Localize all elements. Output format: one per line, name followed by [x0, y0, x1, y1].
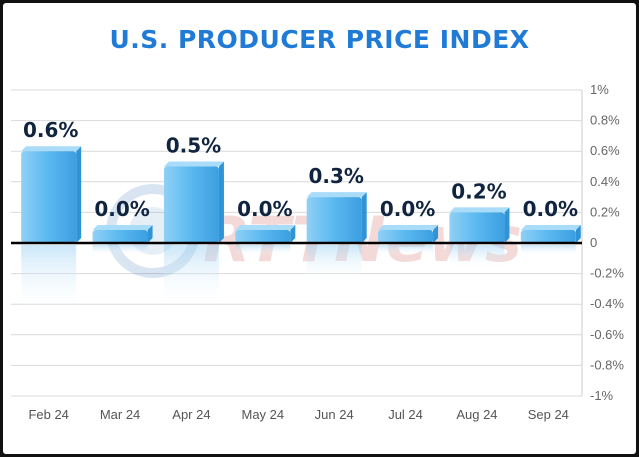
bar — [378, 225, 439, 256]
bar-front — [520, 230, 576, 243]
y-tick-label: -0.8% — [590, 357, 624, 372]
chart-title: U.S. PRODUCER PRICE INDEX — [109, 25, 530, 54]
bar-front — [21, 151, 77, 243]
bar — [235, 225, 296, 256]
bar-side — [504, 207, 510, 243]
bar-top — [449, 207, 510, 213]
bar-front — [92, 230, 148, 243]
bar-top — [163, 161, 224, 167]
y-tick-label: 0.6% — [590, 143, 620, 158]
bar-side — [361, 192, 367, 243]
bar-front — [163, 166, 219, 243]
bar-top — [378, 225, 439, 230]
y-tick-label: -0.6% — [590, 327, 624, 342]
data-label: 0.0% — [94, 197, 149, 221]
bar-side — [147, 225, 153, 243]
data-label: 0.0% — [380, 197, 435, 221]
x-tick-label: Feb 24 — [28, 407, 68, 422]
chart-frame: U.S. PRODUCER PRICE INDEX RTTNews 0.6%0.… — [3, 3, 636, 454]
bar-reflection — [306, 245, 362, 282]
bar — [21, 146, 82, 315]
bar-reflection — [92, 245, 148, 256]
y-tick-label: 1% — [590, 82, 609, 97]
bar-top — [92, 225, 153, 230]
x-tick-label: Mar 24 — [100, 407, 140, 422]
y-tick-label: 0 — [590, 235, 597, 250]
data-label: 0.0% — [237, 197, 292, 221]
bar-side — [76, 146, 82, 243]
bar-side — [575, 225, 581, 243]
x-tick-label: May 24 — [241, 407, 284, 422]
x-tick-label: Jul 24 — [388, 407, 423, 422]
bar-front — [306, 197, 362, 243]
bar-side — [433, 225, 439, 243]
y-tick-label: -0.2% — [590, 266, 624, 281]
bar-top — [235, 225, 296, 230]
bar-reflection — [163, 245, 219, 307]
bar-top — [306, 192, 367, 198]
bar-reflection — [449, 245, 505, 270]
y-tick-label: 0.4% — [590, 174, 620, 189]
y-tick-label: -1% — [590, 388, 614, 403]
data-label: 0.0% — [523, 197, 578, 221]
data-label: 0.6% — [23, 118, 78, 142]
x-tick-label: Aug 24 — [456, 407, 497, 422]
bar-front — [378, 230, 434, 243]
data-label: 0.3% — [308, 164, 363, 188]
x-tick-label: Jun 24 — [315, 407, 354, 422]
bar — [92, 225, 153, 256]
bar-top — [21, 146, 82, 152]
data-label: 0.2% — [451, 179, 506, 203]
bar-reflection — [520, 245, 576, 256]
x-tick-label: Sep 24 — [528, 407, 569, 422]
bar — [449, 207, 510, 270]
bar-chart: RTTNews 0.6%0.0%0.5%0.0%0.3%0.0%0.2%0.0%… — [11, 82, 624, 422]
y-tick-label: 0.2% — [590, 204, 620, 219]
bar-reflection — [235, 245, 291, 256]
y-tick-label: 0.8% — [590, 113, 620, 128]
bar — [163, 161, 224, 307]
bar-front — [235, 230, 291, 243]
bar-top — [520, 225, 581, 230]
data-label: 0.5% — [166, 134, 221, 158]
y-tick-label: -0.4% — [590, 296, 624, 311]
bar-front — [449, 212, 505, 243]
bar-reflection — [378, 245, 434, 256]
bar-side — [290, 225, 296, 243]
bar-reflection — [21, 245, 77, 315]
bar-side — [218, 161, 224, 243]
bar — [306, 192, 367, 282]
x-tick-label: Apr 24 — [172, 407, 210, 422]
bar — [520, 225, 581, 256]
